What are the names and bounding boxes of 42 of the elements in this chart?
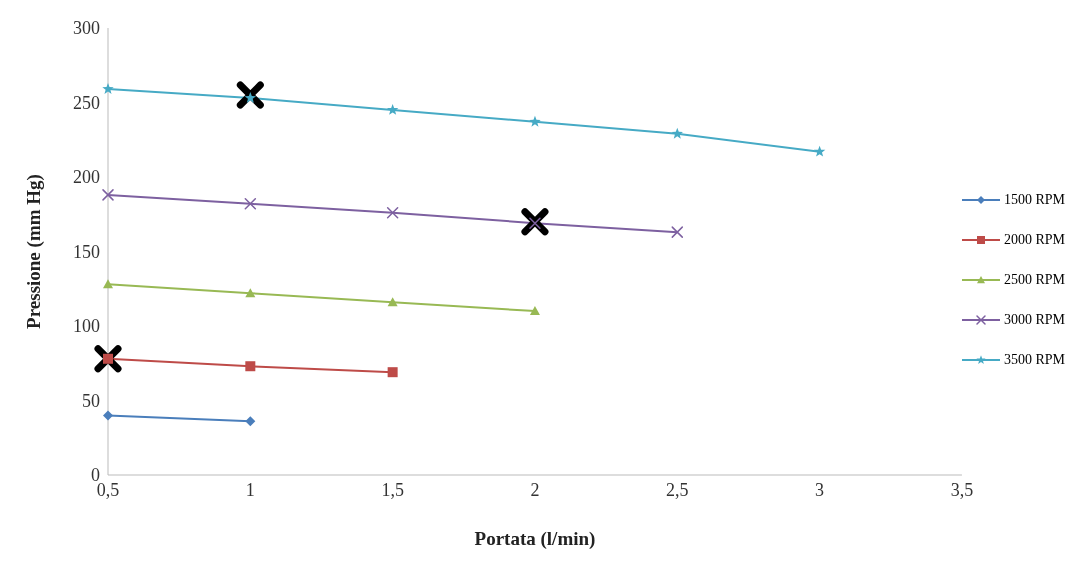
point bbox=[245, 288, 256, 298]
point bbox=[529, 217, 541, 229]
x-tick-label: 2,5 bbox=[666, 479, 689, 500]
point bbox=[813, 145, 826, 157]
point bbox=[671, 127, 683, 139]
point bbox=[671, 226, 684, 238]
point bbox=[103, 410, 113, 421]
point bbox=[236, 81, 264, 109]
point bbox=[529, 115, 541, 127]
x-tick-label: 3,5 bbox=[950, 479, 974, 500]
point bbox=[103, 279, 113, 289]
y-tick-label: 50 bbox=[82, 390, 100, 411]
point bbox=[102, 189, 114, 201]
point bbox=[387, 297, 398, 307]
legend-label: 1500 RPM bbox=[1003, 191, 1065, 208]
x-tick-label: 3 bbox=[815, 479, 825, 500]
y-tick-label: 250 bbox=[73, 92, 100, 113]
point bbox=[245, 361, 256, 372]
legend-label: 3000 RPM bbox=[1003, 311, 1065, 328]
point bbox=[244, 198, 257, 210]
x-tick-label: 1,5 bbox=[381, 479, 404, 500]
x-axis-title: Portata (l/min) bbox=[474, 528, 596, 550]
point bbox=[102, 83, 114, 94]
legend-label: 2500 RPM bbox=[1003, 271, 1065, 288]
y-axis-title: Pressione (mm Hg) bbox=[22, 174, 45, 329]
y-tick-label: 200 bbox=[73, 167, 100, 188]
y-tick-label: 150 bbox=[73, 241, 100, 262]
point bbox=[387, 367, 398, 378]
y-tick-label: 100 bbox=[73, 316, 100, 337]
y-tick-label: 300 bbox=[73, 18, 100, 39]
point bbox=[386, 103, 399, 115]
legend-label: 2000 RPM bbox=[1003, 231, 1065, 248]
x-tick-label: 2 bbox=[530, 479, 540, 500]
point bbox=[386, 207, 399, 219]
point bbox=[94, 345, 122, 373]
point bbox=[244, 92, 257, 103]
legend-label: 3500 RPM bbox=[1003, 351, 1065, 368]
point bbox=[529, 306, 540, 316]
x-tick-label: 1 bbox=[245, 479, 255, 500]
point bbox=[521, 208, 549, 236]
point bbox=[103, 353, 113, 364]
point bbox=[245, 416, 256, 427]
